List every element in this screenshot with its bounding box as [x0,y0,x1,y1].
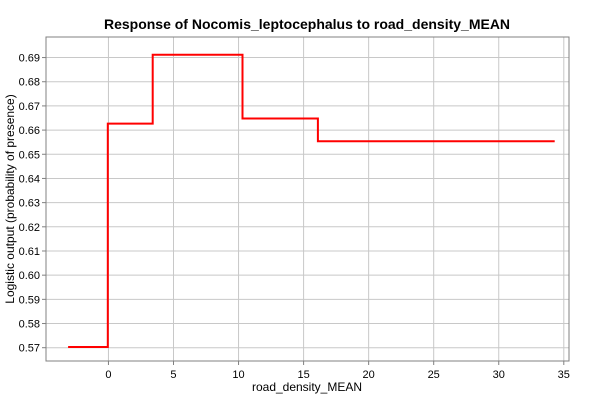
x-tick-label: 30 [493,369,505,381]
y-tick-label: 0.63 [19,198,40,210]
y-tick-label: 0.59 [19,294,40,306]
y-tick-label: 0.60 [19,270,40,282]
x-axis-label: road_density_MEAN [252,380,362,394]
y-tick-label: 0.62 [19,222,40,234]
y-tick-label: 0.68 [19,77,40,89]
x-tick-label: 5 [170,369,176,381]
x-axis: 0 5 10 15 20 25 30 35 [105,361,570,381]
plot-frame [45,36,570,362]
x-tick-label: 20 [363,369,375,381]
chart-title: Response of Nocomis_leptocephalus to roa… [104,16,510,32]
x-tick-label: 15 [297,369,309,381]
series-layer [68,53,555,348]
x-tick-label: 0 [105,369,111,381]
y-axis: 0.57 0.58 0.59 0.60 0.61 0.62 0.63 0.64 0.65 0.66… [19,53,46,355]
y-axis-label: Logistic output (probability of presence… [3,94,17,303]
y-tick-label: 0.57 [19,343,40,355]
y-tick-label: 0.66 [19,125,40,137]
y-tick-label: 0.58 [19,319,40,331]
y-tick-label: 0.64 [19,173,40,185]
y-tick-label: 0.69 [19,53,40,65]
x-tick-label: 25 [428,369,440,381]
y-tick-label: 0.67 [19,101,40,113]
grid [46,37,569,361]
x-tick-label: 35 [558,369,570,381]
y-tick-label: 0.61 [19,246,40,258]
y-tick-label: 0.65 [19,149,40,161]
x-tick-label: 10 [232,369,244,381]
response-curve [68,53,555,348]
